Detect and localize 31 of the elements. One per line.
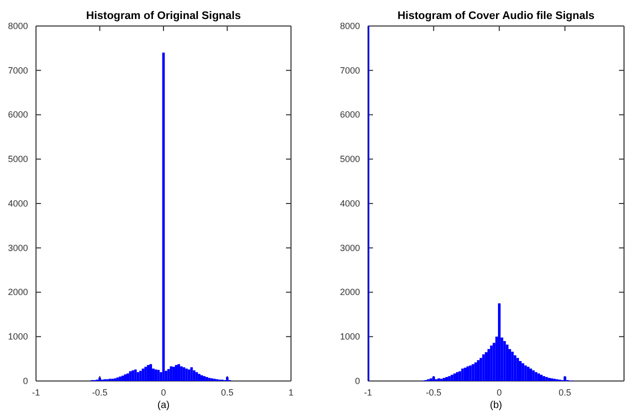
y-tick-label: 3000 [8, 242, 28, 253]
y-tick-label: 5000 [8, 154, 28, 164]
chart-title: Histogram of Cover Audio file Signals [397, 10, 595, 22]
y-tick-label: 6000 [8, 110, 28, 120]
y-tick-label: 1000 [340, 332, 360, 342]
y-tick-label: 3000 [340, 242, 360, 253]
y-tick-label: 7000 [8, 65, 28, 76]
y-tick-label: 8000 [340, 20, 360, 31]
x-tick-label: -1 [32, 387, 40, 398]
x-tick-label: 0.5 [558, 387, 572, 398]
x-tick-label: -0.5 [92, 387, 108, 398]
y-tick-label: 4000 [8, 198, 28, 208]
x-tick-label: 0 [496, 387, 502, 398]
y-tick-label: 7000 [340, 65, 360, 76]
x-tick-label: -1 [364, 387, 372, 398]
x-tick-label: 0 [160, 387, 166, 398]
y-tick-label: 8000 [8, 20, 28, 31]
x-tick-label: -0.5 [426, 387, 442, 398]
y-tick-label: 6000 [340, 110, 360, 120]
x-tick-label: 1 [288, 387, 294, 398]
y-tick-label: 5000 [340, 154, 360, 164]
y-tick-label: 2000 [8, 287, 28, 298]
y-tick-label: 0 [22, 376, 28, 386]
y-tick-label: 1000 [8, 332, 28, 342]
x-axis-title: (b) [490, 400, 502, 411]
y-tick-label: 0 [354, 376, 360, 386]
x-axis-title: (a) [157, 400, 170, 411]
chart-title: Histogram of Original Signals [86, 10, 241, 22]
y-tick-label: 4000 [340, 198, 360, 208]
x-tick-label: 0.5 [220, 387, 234, 398]
y-tick-label: 2000 [340, 287, 360, 298]
